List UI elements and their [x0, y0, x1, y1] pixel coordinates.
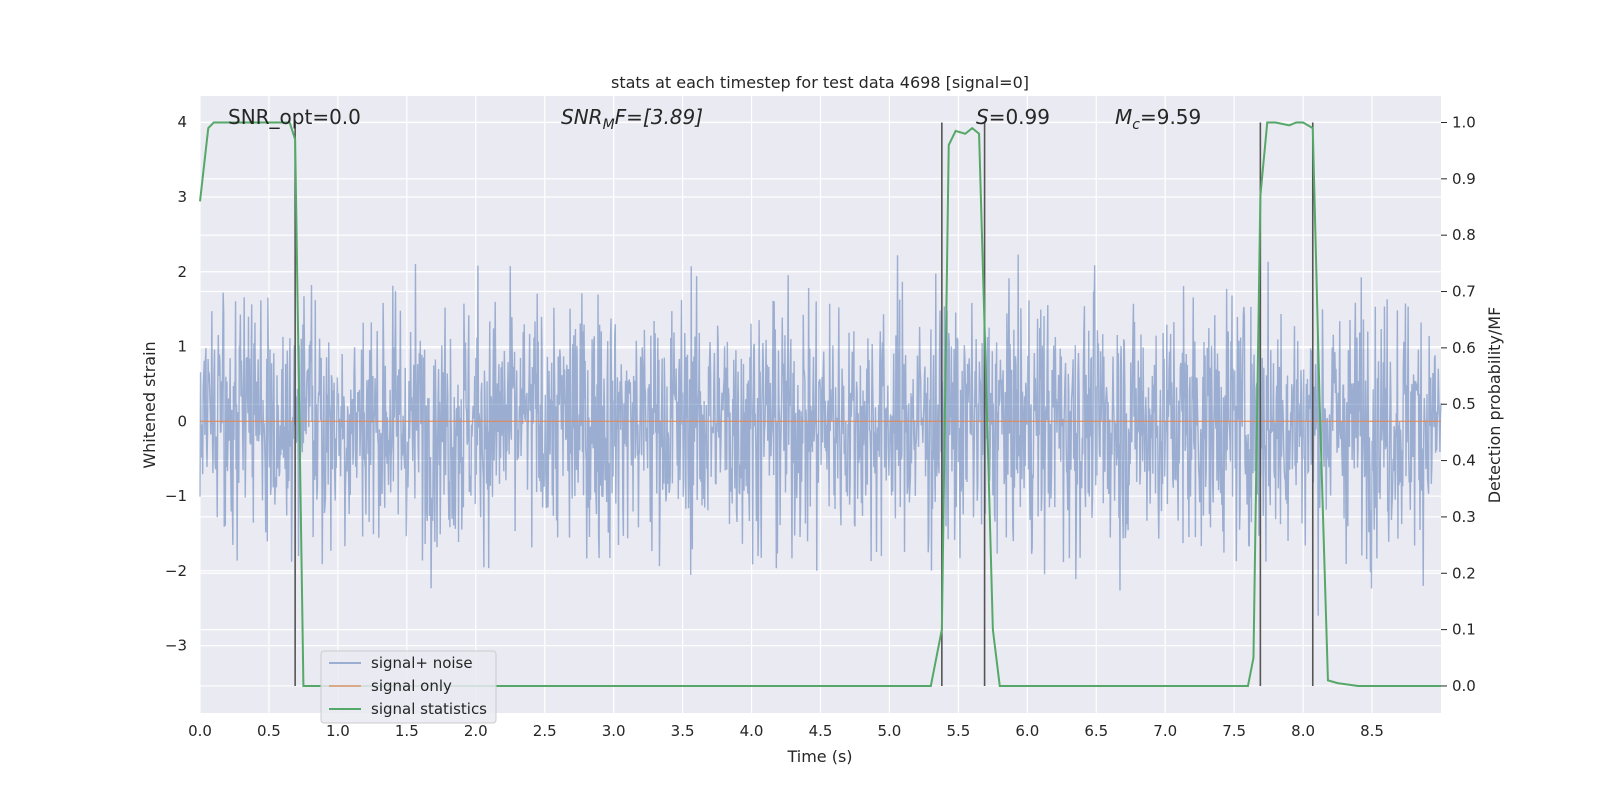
y-left-tick-label: −2: [165, 562, 187, 580]
legend: signal+ noise signal only signal statist…: [320, 650, 497, 724]
y-right-tick-label: 0.0: [1452, 677, 1476, 695]
y-left-tick-label: 1: [177, 338, 187, 356]
y-right-tick-label: 0.9: [1452, 170, 1476, 188]
y-right-tick-label: 0.2: [1452, 564, 1476, 582]
annotation-s: S=0.99: [976, 105, 1050, 129]
x-tick-label: 2.5: [533, 722, 557, 740]
x-tick-label: 5.0: [878, 722, 902, 740]
x-axis-label: Time (s): [786, 747, 852, 766]
annotation-snr-mf: SNRMF=[3.89]: [561, 105, 703, 133]
x-tick-label: 1.5: [395, 722, 419, 740]
y-right-tick-label: 1.0: [1452, 113, 1476, 131]
y-right-tick-label: 0.4: [1452, 452, 1476, 470]
y-right-axis-label: Detection probability/MF: [1485, 307, 1504, 504]
x-tick-label: 0.0: [188, 722, 212, 740]
x-tick-label: 8.0: [1291, 722, 1315, 740]
y-left-tick-label: 0: [177, 412, 187, 430]
x-tick-label: 7.0: [1153, 722, 1177, 740]
line-signal-statistics: [199, 121, 1441, 687]
x-tick-label: 0.5: [257, 722, 281, 740]
legend-label-signal-only: signal only: [371, 677, 452, 695]
annotation-mc: Mc=9.59: [1115, 105, 1201, 133]
y-right-tick-label: 0.3: [1452, 508, 1476, 526]
x-ticks: 0.0 0.5 1.0 1.5 2.0 2.5 3.0 3.5 4.0 4.5 5.0 5.5 6.0 6…: [188, 722, 1384, 740]
line-signal-noise: [199, 254, 1442, 616]
legend-label-signal-statistics: signal statistics: [371, 700, 487, 718]
x-tick-label: 4.5: [809, 722, 833, 740]
y-left-tick-label: −1: [165, 487, 187, 505]
snr-mf-main: SNR: [561, 105, 603, 129]
mc-sub: c: [1132, 117, 1140, 133]
y-right-ticks: 1.0 0.9 0.8 0.7 0.6 0.5 0.4 0.3 0.2 0.1 0.0: [1441, 113, 1476, 695]
annotation-snr-opt: SNR_opt=0.0: [228, 105, 361, 129]
y-left-tick-label: 4: [177, 113, 187, 131]
legend-box: [320, 650, 497, 724]
chart-title: stats at each timestep for test data 469…: [611, 73, 1029, 92]
x-tick-label: 3.5: [671, 722, 695, 740]
y-right-tick-label: 0.8: [1452, 226, 1476, 244]
y-left-ticks: 4 3 2 1 0 −1 −2 −3: [165, 113, 187, 655]
x-tick-label: 7.5: [1222, 722, 1246, 740]
y-left-tick-label: 2: [177, 263, 187, 281]
legend-label-signal-noise: signal+ noise: [371, 654, 473, 672]
x-tick-label: 4.0: [740, 722, 764, 740]
x-tick-label: 8.5: [1360, 722, 1384, 740]
x-tick-label: 6.0: [1015, 722, 1039, 740]
y-left-axis-label: Whitened strain: [140, 341, 159, 468]
x-tick-label: 6.5: [1084, 722, 1108, 740]
y-right-tick-label: 0.6: [1452, 339, 1476, 357]
snr-mf-rest: F=[3.89]: [615, 105, 703, 129]
mc-var: M: [1115, 105, 1132, 129]
series-signal-noise: [199, 254, 1442, 616]
y-right-tick-label: 0.5: [1452, 395, 1476, 413]
x-tick-label: 3.0: [602, 722, 626, 740]
y-left-tick-label: 3: [177, 188, 187, 206]
mc-val: =9.59: [1140, 105, 1201, 129]
x-tick-label: 2.0: [464, 722, 488, 740]
snr-mf-sub: M: [603, 117, 615, 133]
x-tick-label: 1.0: [326, 722, 350, 740]
s-var: S: [976, 105, 989, 129]
y-right-tick-label: 0.1: [1452, 621, 1476, 639]
x-tick-label: 5.5: [946, 722, 970, 740]
series-signal-statistics: [199, 121, 1441, 687]
y-left-tick-label: −3: [165, 637, 187, 655]
y-right-tick-label: 0.7: [1452, 283, 1476, 301]
s-val: =0.99: [989, 105, 1050, 129]
